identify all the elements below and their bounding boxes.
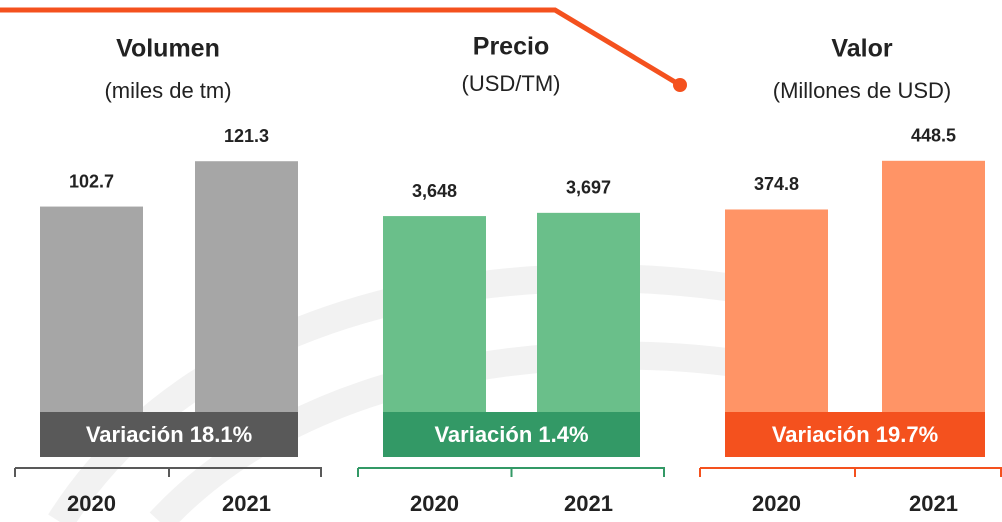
chart-title: Precio	[473, 33, 549, 61]
decor-dot	[673, 78, 687, 92]
annotation-band	[40, 412, 298, 457]
value-label: 102.7	[69, 171, 114, 191]
value-label: 374.8	[754, 174, 799, 194]
chart-subtitle: (USD/TM)	[462, 71, 561, 96]
x-tick-label: 2020	[67, 491, 116, 516]
annotation: Variación 19.7%	[772, 422, 938, 447]
chart-title: Volumen	[116, 35, 220, 63]
annotation: Variación 18.1%	[86, 422, 252, 447]
annotation: Variación 1.4%	[434, 422, 588, 447]
decor-line	[0, 7, 682, 88]
x-tick-label: 2020	[410, 491, 459, 516]
x-tick-label: 2021	[222, 491, 271, 516]
annotation-band	[725, 412, 985, 457]
value-label: 3,648	[412, 181, 457, 201]
chart-subtitle: (miles de tm)	[104, 78, 231, 103]
chart-subtitle: (Millones de USD)	[773, 78, 952, 103]
x-tick-label: 2021	[909, 491, 958, 516]
bar	[195, 161, 298, 458]
x-tick-label: 2020	[752, 491, 801, 516]
x-tick-label: 2021	[564, 491, 613, 516]
value-label: 448.5	[911, 126, 956, 146]
value-label: 3,697	[566, 178, 611, 198]
value-label: 121.3	[224, 126, 269, 146]
annotation-band	[383, 412, 640, 457]
bar	[882, 160, 985, 457]
chart-title: Valor	[831, 35, 892, 63]
